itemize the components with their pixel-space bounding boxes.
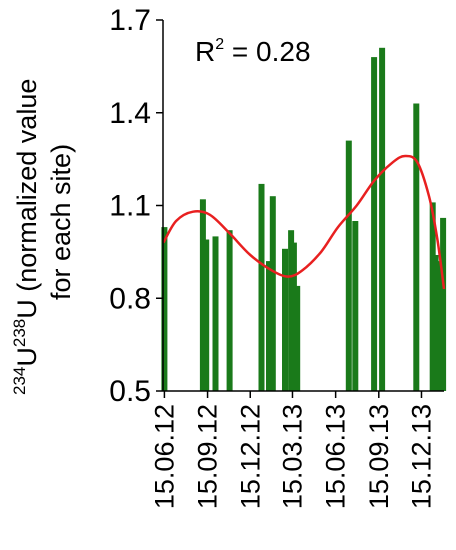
bar (294, 285, 301, 391)
y-tick-label: 0.5 (109, 375, 151, 408)
bar (413, 103, 420, 391)
bar (266, 261, 272, 391)
bar (269, 196, 276, 391)
y-ticks: 0.5 0.8 1.1 1.4 1.7 (109, 4, 163, 408)
x-tick-label: 15.06.12 (149, 404, 179, 509)
x-tick-label: 15.09.12 (193, 404, 223, 509)
bar (203, 239, 210, 391)
y-tick-label: 1.4 (109, 97, 151, 130)
bar (212, 236, 219, 391)
x-ticks: 15.06.12 15.09.12 15.12.12 15.03.13 15.06.13… (149, 391, 437, 509)
y-axis-label-line-1: 234U238U (normalized value (10, 79, 42, 395)
bar (161, 227, 168, 391)
bar (440, 217, 447, 391)
bar (379, 47, 386, 392)
x-tick-label: 15.12.12 (235, 404, 265, 509)
y-tick-label: 1.7 (109, 4, 151, 37)
bar (352, 221, 359, 391)
r-squared-annotation: R2 = 0.28 (195, 36, 311, 67)
y-tick-label: 1.1 (109, 190, 151, 223)
y-axis-label: 234U238U (normalized value for each site… (10, 79, 76, 395)
bar (226, 230, 233, 391)
bars (161, 47, 447, 392)
x-tick-label: 15.12.13 (407, 404, 437, 509)
bar (258, 183, 265, 391)
bar (371, 57, 378, 391)
bar (282, 248, 288, 391)
x-tick-label: 15.09.13 (364, 404, 394, 509)
trend-line (162, 154, 446, 290)
x-tick-label: 15.03.13 (278, 404, 308, 509)
y-axis-label-line-2: for each site) (46, 144, 76, 300)
y-tick-label: 0.8 (109, 282, 151, 315)
bar (290, 242, 297, 391)
bar (435, 261, 442, 391)
plot-area: 0.5 0.8 1.1 1.4 1.7 15.06.12 15.09.12 15.12.12… (109, 4, 447, 509)
x-tick-label: 15.06.13 (321, 404, 351, 509)
bar (345, 140, 352, 391)
bar (199, 199, 206, 391)
